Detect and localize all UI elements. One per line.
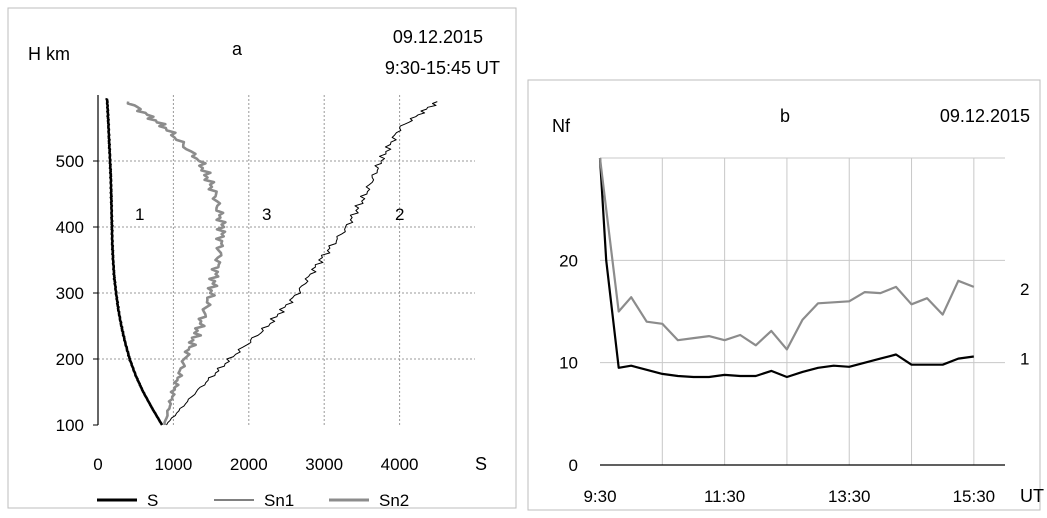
panel-a-label: a xyxy=(232,39,243,59)
panel-a-ylabel: H km xyxy=(28,44,70,64)
panel-a-series xyxy=(105,97,438,426)
panel-a-xlabel: S xyxy=(475,454,487,474)
panel-a-xtick-label: 1000 xyxy=(154,455,192,474)
panel-a: H km a 09.12.2015 9:30-15:45 UT S 0 1000 2… xyxy=(7,7,517,510)
panel-a-legend-label: Sn1 xyxy=(264,491,294,510)
panel-a-xtick-label: 3000 xyxy=(305,455,343,474)
panel-a-time-range: 9:30-15:45 UT xyxy=(385,58,500,78)
panel-a-ytick-label: 100 xyxy=(56,416,84,435)
panel-b-xlabel: UT xyxy=(1020,486,1044,506)
panel-a-date: 09.12.2015 xyxy=(393,27,483,47)
panel-b-label: b xyxy=(780,106,790,126)
panel-a-ytick-label: 200 xyxy=(56,350,84,369)
panel-a-curve-label: 3 xyxy=(262,205,271,224)
panel-a-series-sn2 xyxy=(126,101,227,426)
panel-a-ytick-label: 400 xyxy=(56,218,84,237)
panel-a-ytick-label: 500 xyxy=(56,152,84,171)
panel-b-series-2 xyxy=(598,157,975,351)
panel-a-series-s xyxy=(105,97,164,426)
panel-b: Nf b 09.12.2015 UT 9:30 11:30 13:30 15:30 0 1… xyxy=(527,79,1044,511)
panel-a-curve-label: 1 xyxy=(135,205,144,224)
panel-b-series xyxy=(598,157,975,379)
panel-a-frame xyxy=(7,7,517,509)
panel-b-ytick-label: 0 xyxy=(569,456,578,475)
panel-a-axes: 0 1000 2000 3000 4000 100 200 300 400 500 xyxy=(56,95,419,474)
panel-a-xtick-label: 0 xyxy=(93,455,102,474)
panel-b-ytick-label: 10 xyxy=(559,354,578,373)
panel-b-curve-label: 2 xyxy=(1020,280,1029,299)
panel-a-curve-label: 2 xyxy=(395,205,404,224)
panel-b-xtick-label: 15:30 xyxy=(953,487,996,506)
panel-a-xtick-label: 4000 xyxy=(381,455,419,474)
panel-a-ytick-label: 300 xyxy=(56,284,84,303)
panel-a-curve-labels: 1 3 2 xyxy=(135,205,404,224)
panel-b-axes: 9:30 11:30 13:30 15:30 0 10 20 xyxy=(559,251,1005,506)
panel-b-frame xyxy=(527,79,1041,511)
panel-a-legend-label: Sn2 xyxy=(379,491,409,510)
panel-a-legend-label: S xyxy=(147,491,158,510)
panel-a-series-sn1 xyxy=(166,101,438,426)
panel-b-curve-labels: 12 xyxy=(1020,280,1029,369)
panel-b-ylabel: Nf xyxy=(552,116,571,136)
panel-a-xtick-label: 2000 xyxy=(230,455,268,474)
panel-a-legend: S Sn1 Sn2 xyxy=(97,491,409,510)
panel-b-xtick-label: 9:30 xyxy=(583,487,616,506)
panel-b-grid xyxy=(600,157,1005,465)
panel-b-date: 09.12.2015 xyxy=(940,106,1030,126)
panel-b-xtick-label: 11:30 xyxy=(704,487,745,506)
panel-b-ytick-label: 20 xyxy=(559,251,578,270)
panel-a-grid xyxy=(98,95,475,425)
panel-b-series-1 xyxy=(598,157,974,379)
panel-b-curve-label: 1 xyxy=(1020,350,1029,369)
panel-b-xtick-label: 13:30 xyxy=(828,487,871,506)
